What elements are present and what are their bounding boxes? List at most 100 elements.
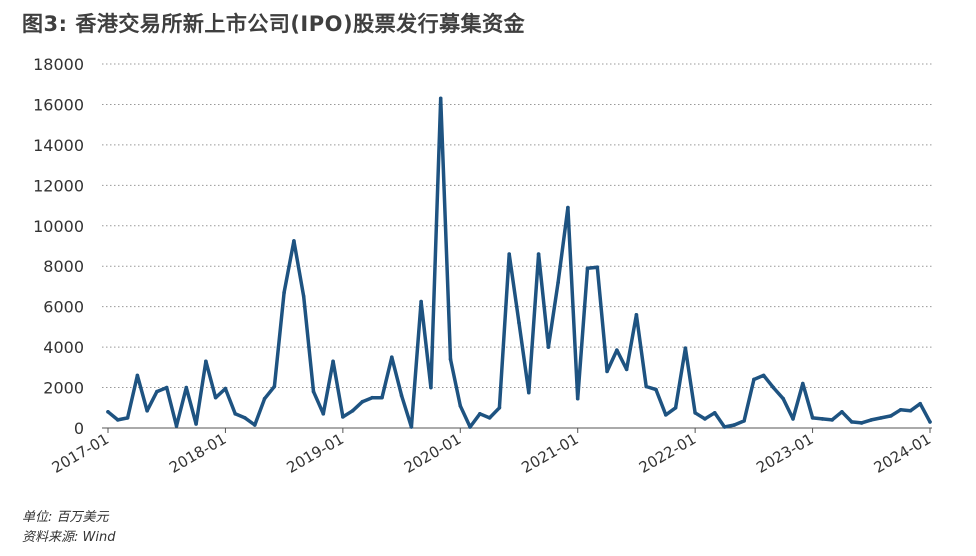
data-point [624,367,629,372]
data-point [742,419,746,423]
data-point [575,396,580,401]
data-point [389,355,394,360]
data-point [497,405,502,410]
data-point [879,416,883,420]
data-point [164,385,169,390]
y-tick-label: 18000 [33,55,84,74]
data-point [898,408,903,412]
data-point [526,390,531,395]
data-point [732,423,737,427]
data-point [693,411,697,415]
data-point [487,416,492,420]
data-point [106,410,110,414]
data-point [429,385,433,390]
data-point [145,409,149,413]
data-point [252,423,257,427]
y-tick-label: 2000 [43,379,84,398]
data-point [791,417,795,421]
data-point [115,418,120,422]
series-line [106,96,932,429]
y-tick-label: 4000 [43,338,84,357]
y-tick-label: 12000 [33,176,84,195]
data-point [311,389,316,394]
y-tick-label: 10000 [33,217,84,236]
data-point [595,265,600,270]
data-point [810,416,815,420]
data-point [830,418,834,422]
y-tick-label: 16000 [33,95,84,114]
data-point [321,412,326,416]
y-tick-label: 14000 [33,136,84,155]
data-point [370,395,375,400]
data-point [204,359,208,364]
data-point [771,385,776,390]
x-tick-label: 2024-01 [871,430,934,477]
data-point [243,416,247,420]
data-point [213,395,218,400]
data-point [820,417,825,421]
data-point [262,396,267,401]
data-point [155,389,159,394]
x-tick-label: 2019-01 [284,430,347,477]
data-point [292,239,296,243]
data-point [703,417,707,421]
data-point [301,294,306,299]
unit-note: 单位: 百万美元 [22,510,109,525]
data-point [350,409,355,413]
x-tick-label: 2022-01 [636,430,699,477]
data-point [125,416,130,420]
data-point [135,373,140,378]
data-point [341,415,345,419]
data-point [174,424,179,428]
data-point [634,312,639,317]
chart-title: 图3: 香港交易所新上市公司(IPO)股票发行募集资金 [22,12,526,36]
gridlines [102,63,932,389]
y-tick-label: 0 [74,419,84,438]
data-point [194,422,198,426]
data-point [438,96,443,101]
data-point [409,425,414,429]
data-point [673,405,678,410]
y-axis-tick-labels: 0 2000 4000 6000 8000 10000 12000 14000 16000 180… [33,55,84,438]
data-point [546,345,551,349]
data-point [184,385,189,390]
data-point [331,359,335,364]
data-point [233,412,238,416]
data-point [712,411,717,415]
data-point [615,348,619,352]
data-point [859,421,864,425]
data-point [468,425,472,429]
y-tick-label: 8000 [43,257,84,276]
data-point [360,399,365,404]
x-axis-tick-labels: 2017-01 2018-01 2019-01 2020-01 2021-01 2022-… [49,430,934,477]
y-tick-label: 6000 [43,298,84,317]
series-layer [106,96,932,429]
x-tick-label: 2021-01 [518,430,581,477]
data-point [448,357,453,362]
data-point [458,403,463,408]
data-point [419,299,423,304]
data-point [849,420,854,424]
x-axis [102,427,932,433]
data-point [781,396,786,401]
data-point [536,252,541,256]
data-point [585,266,590,271]
data-point [889,414,893,418]
data-point [761,373,766,378]
data-point [928,420,932,424]
source-note: 资料来源: Wind [22,530,116,545]
data-point [380,395,384,400]
data-point [663,413,668,417]
data-point [517,321,521,325]
x-tick-label: 2018-01 [166,430,229,477]
x-tick-label: 2023-01 [753,430,816,477]
data-point [918,401,923,406]
data-point [282,290,286,295]
data-point [908,409,913,413]
data-point [399,393,404,398]
data-point [223,386,228,391]
data-point [752,377,756,382]
data-point [605,369,609,374]
data-point [272,384,277,389]
